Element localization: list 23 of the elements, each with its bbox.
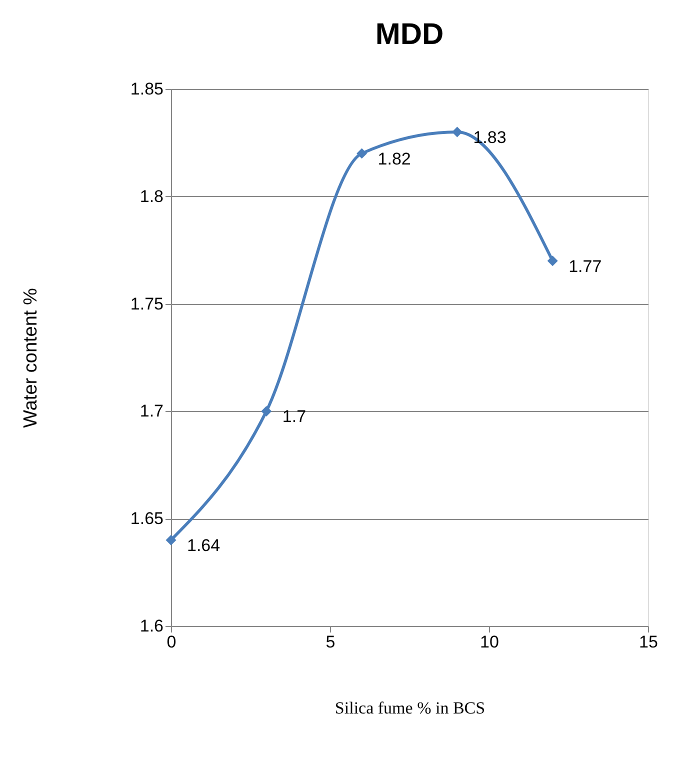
y-tick-label: 1.6 [140,616,164,636]
point [166,534,176,546]
data-label: 1.83 [473,128,506,147]
y-tick-label: 1.65 [130,509,164,528]
x-tick-label: 5 [326,632,336,652]
y-tick-label: 1.8 [140,186,164,206]
point [452,126,462,138]
y-tick-label: 1.7 [140,402,164,421]
x-tick-label: 15 [639,632,658,652]
point [356,148,368,159]
point [547,256,558,266]
y-axis-title: Water content % [20,288,42,428]
point [261,406,272,416]
x-tick-label: 10 [480,632,499,652]
x-axis-title: Silica fume % in BCS [334,698,486,718]
data-label: 1.82 [378,149,411,168]
x-tick-label: 0 [166,632,176,652]
y-tick-label: 1.75 [130,294,164,314]
chart-title: MDD [375,18,444,51]
data-label: 1.7 [282,407,306,426]
data-label: 1.77 [568,256,602,276]
y-tick-label: 1.85 [130,80,164,98]
data-label: 1.64 [187,536,220,556]
